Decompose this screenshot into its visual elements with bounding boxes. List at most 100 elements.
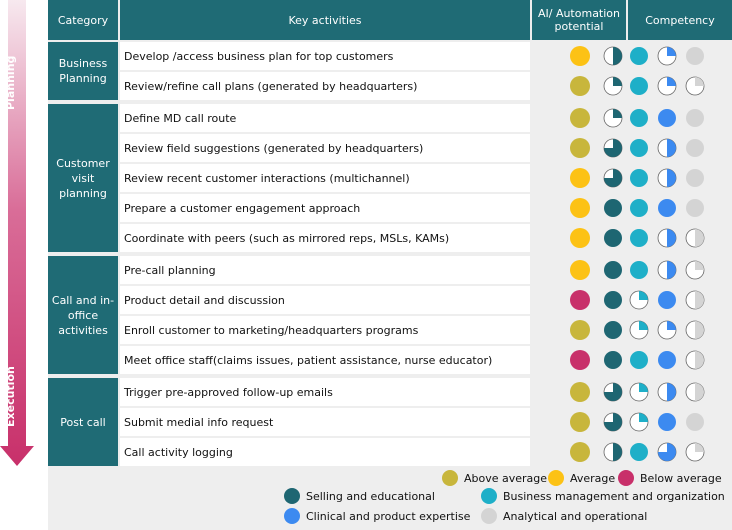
competency-business-management-icon	[629, 290, 649, 310]
competency-selling-educational-icon	[604, 199, 622, 217]
legend-average-icon	[548, 470, 564, 486]
phase-label-execution: Execution	[4, 366, 17, 428]
competency-selling-educational-icon	[603, 442, 623, 462]
competency-analytical-operational-icon	[686, 199, 704, 217]
competency-analytical-operational-icon	[685, 228, 705, 248]
competency-clinical-product-icon	[657, 320, 677, 340]
legend: Above average Average Below average Sell…	[48, 466, 732, 530]
ai-potential-above	[570, 76, 590, 96]
activity-cell: Submit medial info request	[120, 408, 530, 436]
legend-clinical-icon	[284, 508, 300, 524]
activity-cell: Review recent customer interactions (mul…	[120, 164, 530, 192]
legend-business-management: Business management and organization	[481, 488, 725, 504]
activity-cell: Prepare a customer engagement approach	[120, 194, 530, 222]
legend-clinical-label: Clinical and product expertise	[306, 509, 471, 523]
competency-selling-educational-icon	[603, 138, 623, 158]
competency-analytical-operational-icon	[685, 350, 705, 370]
competency-clinical-product-icon	[657, 76, 677, 96]
legend-clinical: Clinical and product expertise	[284, 508, 470, 524]
ai-potential-average	[570, 46, 590, 66]
competency-selling-educational-icon	[603, 168, 623, 188]
competency-analytical-operational-icon	[685, 290, 705, 310]
competency-selling-educational-icon	[603, 46, 623, 66]
competency-analytical-operational-icon	[685, 76, 705, 96]
competency-analytical-operational-icon	[685, 260, 705, 280]
competency-business-management-icon	[630, 169, 648, 187]
ai-potential-above	[570, 138, 590, 158]
legend-below-average: Below average	[618, 470, 722, 486]
competency-business-management-icon	[630, 443, 648, 461]
ai-potential-above	[570, 412, 590, 432]
legend-above-average-icon	[442, 470, 458, 486]
header-category: Category	[48, 0, 118, 40]
competency-analytical-operational-icon	[686, 413, 704, 431]
category-cell: Call and in-office activities	[48, 256, 118, 374]
activity-cell: Review field suggestions (generated by h…	[120, 134, 530, 162]
ai-potential-above	[570, 320, 590, 340]
activity-cell: Call activity logging	[120, 438, 530, 466]
category-cell: Post call	[48, 378, 118, 466]
competency-business-management-icon	[629, 320, 649, 340]
ai-potential-average	[570, 260, 590, 280]
competency-business-management-icon	[630, 139, 648, 157]
activity-cell: Define MD call route	[120, 104, 530, 132]
activity-cell: Pre-call planning	[120, 256, 530, 284]
competency-analytical-operational-icon	[685, 382, 705, 402]
competency-clinical-product-icon	[657, 442, 677, 462]
competency-analytical-operational-icon	[685, 442, 705, 462]
ai-potential-average	[570, 168, 590, 188]
ai-potential-above	[570, 442, 590, 462]
activity-cell: Meet office staff(claims issues, patient…	[120, 346, 530, 374]
competency-selling-educational-icon	[604, 261, 622, 279]
competency-clinical-product-icon	[657, 228, 677, 248]
ai-potential-average	[570, 198, 590, 218]
competency-business-management-icon	[630, 109, 648, 127]
header-key-activities: Key activities	[120, 0, 530, 40]
legend-business-management-icon	[481, 488, 497, 504]
activity-cell: Product detail and discussion	[120, 286, 530, 314]
competency-business-management-icon	[630, 199, 648, 217]
legend-above-average: Above average	[442, 470, 547, 486]
ai-potential-below	[570, 290, 590, 310]
competency-clinical-product-icon	[657, 382, 677, 402]
competency-selling-educational-icon	[603, 108, 623, 128]
competency-selling-educational-icon	[604, 291, 622, 309]
competency-selling-educational-icon	[604, 321, 622, 339]
competency-selling-educational-icon	[604, 229, 622, 247]
competency-clinical-product-icon	[658, 199, 676, 217]
ai-potential-average	[570, 228, 590, 248]
competency-business-management-icon	[630, 47, 648, 65]
phase-label-planning: Planning	[4, 55, 17, 111]
legend-average: Average	[548, 470, 615, 486]
competency-business-management-icon	[630, 261, 648, 279]
competency-analytical-operational-icon	[686, 139, 704, 157]
competency-clinical-product-icon	[658, 351, 676, 369]
competency-business-management-icon	[630, 229, 648, 247]
activity-cell: Trigger pre-approved follow-up emails	[120, 378, 530, 406]
activity-cell: Coordinate with peers (such as mirrored …	[120, 224, 530, 252]
competency-analytical-operational-icon	[686, 169, 704, 187]
legend-analytical-label: Analytical and operational	[503, 509, 648, 523]
competency-clinical-product-icon	[658, 413, 676, 431]
competency-business-management-icon	[630, 77, 648, 95]
legend-selling: Selling and educational	[284, 488, 435, 504]
competency-business-management-icon	[629, 382, 649, 402]
legend-below-average-icon	[618, 470, 634, 486]
legend-analytical: Analytical and operational	[481, 508, 647, 524]
competency-clinical-product-icon	[657, 138, 677, 158]
competency-business-management-icon	[629, 412, 649, 432]
competency-analytical-operational-icon	[685, 320, 705, 340]
ai-potential-above	[570, 108, 590, 128]
activity-cell: Enroll customer to marketing/headquarter…	[120, 316, 530, 344]
competency-clinical-product-icon	[657, 168, 677, 188]
header-ai-automation: AI/ Automation potential	[532, 0, 626, 40]
legend-below-average-label: Below average	[640, 471, 722, 485]
competency-analytical-operational-icon	[686, 47, 704, 65]
category-cell: Business Planning	[48, 42, 118, 100]
competency-clinical-product-icon	[658, 291, 676, 309]
activity-cell: Develop /access business plan for top cu…	[120, 42, 530, 70]
activity-cell: Review/refine call plans (generated by h…	[120, 72, 530, 100]
competency-selling-educational-icon	[604, 351, 622, 369]
competency-selling-educational-icon	[603, 382, 623, 402]
competency-analytical-operational-icon	[686, 109, 704, 127]
